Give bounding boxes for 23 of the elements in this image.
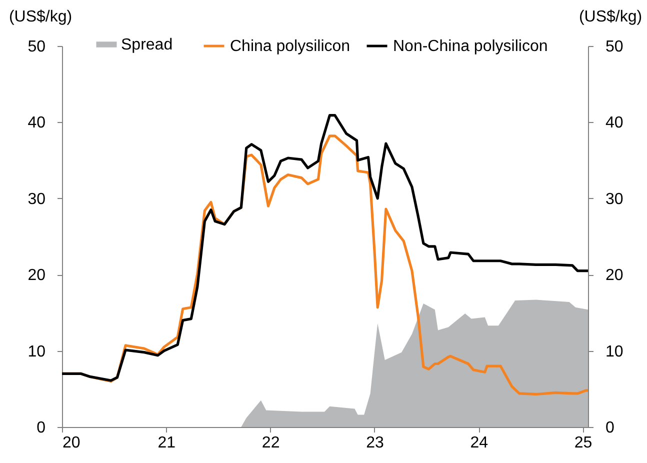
- y-axis-title: (US$/kg): [8, 8, 72, 26]
- y-tick-label: 20: [28, 267, 46, 284]
- y2-tick-label: 40: [606, 114, 624, 132]
- y-tick-label: 0: [36, 420, 46, 436]
- y2-axis-title: (US$/kg): [578, 8, 642, 26]
- legend-label: China polysilicon: [230, 38, 350, 55]
- y2-tick-label: 20: [606, 267, 624, 284]
- x-tick-label: 23: [366, 434, 384, 452]
- x-tick-label: 21: [158, 434, 176, 452]
- x-tick-label: 22: [262, 434, 280, 452]
- legend-label: Spread: [121, 36, 173, 54]
- y-tick-label: 40: [28, 114, 46, 132]
- y2-tick-label: 30: [606, 190, 624, 208]
- y-tick-label: 30: [28, 190, 46, 208]
- x-tick-label: 20: [62, 434, 80, 452]
- y2-tick-label: 10: [606, 343, 624, 360]
- y-tick-label: 10: [28, 343, 46, 360]
- x-tick-label: 25: [574, 434, 592, 452]
- x-tick-label: 24: [470, 434, 488, 452]
- legend-label: Non-China polysilicon: [393, 38, 548, 55]
- y2-tick-label: 0: [606, 420, 614, 436]
- y-tick-label: 50: [28, 38, 46, 56]
- y2-tick-label: 50: [606, 38, 624, 56]
